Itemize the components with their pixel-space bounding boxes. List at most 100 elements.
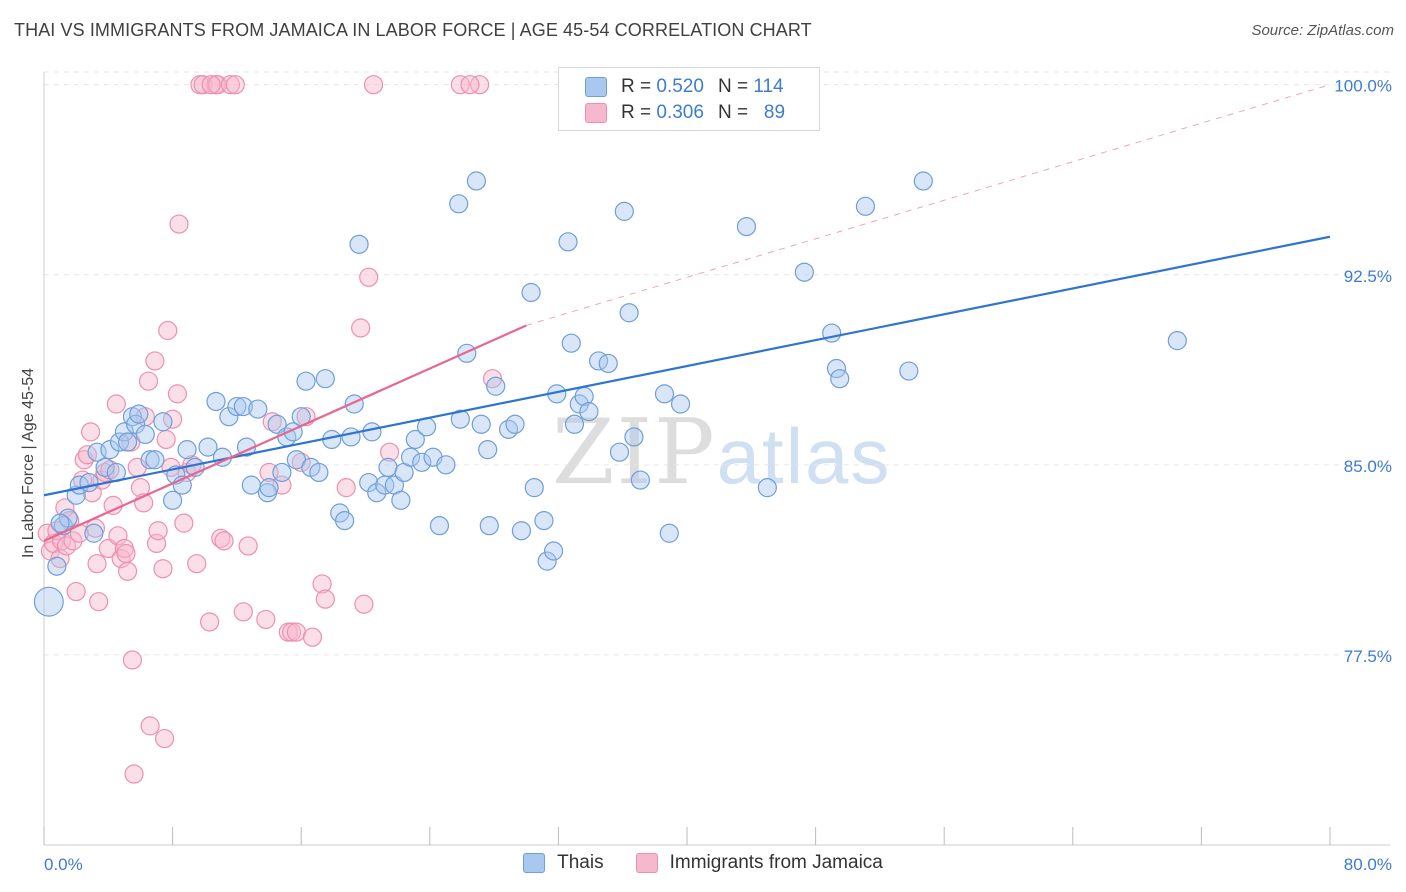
- r-value-jamaica: 0.306: [656, 102, 704, 123]
- legend-swatch-jamaica: [585, 103, 607, 123]
- point-jamaica: [56, 536, 77, 556]
- point-thais: [233, 396, 253, 417]
- legend-swatch-thais: [585, 77, 607, 97]
- legend-swatch-thais: [523, 853, 546, 873]
- point-thais: [654, 384, 675, 404]
- point-thais: [349, 234, 369, 254]
- point-thais: [794, 262, 814, 282]
- point-thais: [619, 303, 639, 323]
- point-thais: [241, 475, 261, 495]
- point-thais: [598, 353, 618, 374]
- point-thais: [457, 343, 477, 363]
- point-thais: [153, 412, 173, 432]
- trend-line-jamaica-extension: [526, 84, 1331, 326]
- chart-source: Source: ZipAtlas.com: [1251, 22, 1394, 39]
- point-jamaica: [148, 521, 168, 541]
- point-jamaica: [140, 716, 160, 736]
- point-thais: [272, 462, 292, 483]
- point-thais: [109, 432, 130, 452]
- point-thais: [579, 402, 599, 422]
- point-thais: [135, 424, 155, 445]
- point-thais: [609, 442, 630, 462]
- point-thais: [177, 440, 197, 460]
- point-thais: [486, 376, 506, 396]
- point-thais: [95, 457, 115, 477]
- r-value-thais: 0.520: [656, 76, 704, 97]
- watermark-atlas: atlas: [716, 412, 892, 500]
- point-thais: [248, 399, 268, 419]
- legend-item-thais: Thais: [523, 852, 604, 874]
- point-jamaica: [225, 75, 245, 95]
- point-thais: [315, 369, 335, 389]
- r-label: R =: [621, 76, 652, 97]
- point-jamaica: [169, 214, 189, 234]
- point-thais: [84, 523, 104, 543]
- point-jamaica: [201, 75, 221, 95]
- legend-label-jamaica: Immigrants from Jamaica: [669, 852, 883, 873]
- point-thais: [478, 440, 498, 460]
- watermark-zip: ZIP: [552, 400, 717, 505]
- point-jamaica: [154, 728, 175, 749]
- point-jamaica: [167, 384, 188, 404]
- point-thais: [511, 521, 532, 541]
- tick-labels: 77.5% 85.0% 92.5% 100.0% 0.0% 80.0%: [44, 77, 1392, 874]
- n-label: N =: [717, 102, 749, 123]
- point-thais: [436, 455, 456, 475]
- point-jamaica: [233, 602, 253, 622]
- point-thais: [855, 196, 876, 216]
- point-thais: [400, 447, 421, 467]
- point-jamaica: [124, 764, 144, 784]
- point-thais: [757, 478, 777, 498]
- point-jamaica: [138, 371, 159, 391]
- point-thais: [899, 361, 919, 381]
- y-tick-label: 92.5%: [1344, 267, 1392, 286]
- legend-series: Thais Immigrants from Jamaica: [0, 852, 1406, 874]
- y-tick-label: 77.5%: [1344, 647, 1392, 666]
- point-thais: [359, 472, 379, 493]
- point-jamaica: [460, 75, 480, 95]
- point-jamaica: [199, 612, 220, 632]
- point-jamaica: [336, 478, 356, 498]
- point-jamaica: [354, 594, 374, 614]
- x-tick-label: 0.0%: [44, 855, 83, 874]
- point-thais: [429, 516, 450, 536]
- point-thais: [558, 232, 578, 252]
- point-jamaica: [106, 394, 126, 414]
- point-thais: [466, 171, 487, 191]
- n-value-jamaica: 89: [763, 102, 786, 123]
- point-thais: [479, 516, 499, 536]
- point-thais: [296, 371, 316, 391]
- legend-row-thais: R = 0.520 N = 114: [585, 74, 784, 100]
- point-jamaica: [108, 526, 128, 546]
- point-jamaica: [470, 75, 490, 95]
- gridlines: [44, 71, 1390, 656]
- point-thais: [498, 419, 519, 439]
- point-thais: [50, 513, 70, 533]
- point-jamaica: [89, 592, 109, 612]
- point-jamaica: [98, 538, 118, 559]
- n-label: N =: [717, 76, 749, 97]
- point-thais: [309, 462, 329, 483]
- point-thais: [378, 457, 398, 477]
- point-jamaica: [238, 536, 258, 556]
- point-jamaica: [302, 627, 323, 647]
- point-thais: [624, 427, 644, 447]
- point-thais: [405, 429, 425, 450]
- point-thais: [227, 396, 247, 417]
- point-thais: [391, 490, 411, 510]
- point-thais: [736, 217, 757, 237]
- point-thais: [47, 556, 67, 576]
- watermark: ZIPatlas: [552, 400, 891, 505]
- point-thais: [33, 586, 64, 617]
- point-thais: [614, 201, 634, 221]
- point-thais: [659, 523, 679, 543]
- legend-row-jamaica: R = 0.306 N = 89: [585, 100, 785, 126]
- point-thais: [335, 510, 355, 531]
- point-thais: [129, 404, 149, 424]
- legend-swatch-jamaica: [635, 853, 658, 873]
- legend-label-thais: Thais: [557, 852, 604, 873]
- point-thais: [163, 490, 183, 510]
- point-jamaica: [351, 318, 371, 338]
- point-jamaica: [81, 422, 101, 442]
- point-jamaica: [187, 554, 207, 574]
